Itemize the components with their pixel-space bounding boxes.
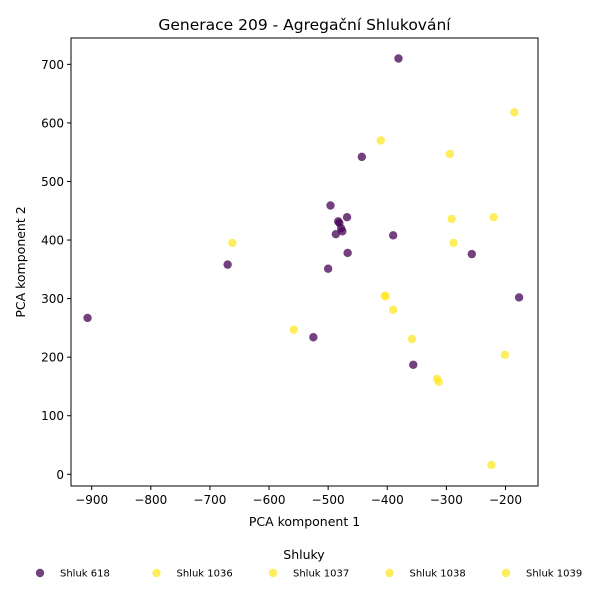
data-point <box>434 377 443 386</box>
data-point <box>289 325 299 334</box>
data-point <box>331 229 341 239</box>
data-point <box>445 149 455 159</box>
data-point <box>487 460 496 470</box>
data-point <box>343 248 352 258</box>
data-point <box>223 260 232 269</box>
y-axis-title: PCA komponent 2 <box>13 206 28 317</box>
y-tick-label: 700 <box>41 58 64 72</box>
legend-label: Shluk 1036 <box>177 569 233 580</box>
data-point <box>228 238 237 248</box>
legend-marker <box>35 568 45 578</box>
data-point <box>447 214 456 224</box>
data-point <box>309 333 318 342</box>
legend-title: Shluky <box>283 547 325 562</box>
data-point <box>489 213 498 222</box>
legend-marker <box>268 568 278 578</box>
x-tick-label: −500 <box>312 493 345 507</box>
x-axis-title: PCA komponent 1 <box>249 514 360 529</box>
data-point <box>514 293 524 302</box>
data-point <box>376 136 385 145</box>
data-point <box>388 231 398 240</box>
data-point <box>394 54 403 63</box>
y-tick-label: 600 <box>41 116 64 130</box>
data-point <box>357 152 367 162</box>
data-point <box>83 313 92 323</box>
data-point <box>467 249 476 259</box>
data-point <box>323 264 333 273</box>
legend-label: Shluk 1038 <box>410 569 466 580</box>
data-point <box>500 350 510 360</box>
y-tick-label: 500 <box>41 175 64 189</box>
legend-marker <box>385 568 394 578</box>
x-axis: −900 −800 −700 −600 −500 −400 −300 −200 <box>75 486 522 507</box>
y-tick-label: 0 <box>56 468 64 482</box>
legend: Shluk 618 Shluk 1036 Shluk 1037 Shluk 1038 S… <box>35 568 582 580</box>
data-point <box>381 292 390 301</box>
legend-marker <box>152 568 161 578</box>
data-point <box>510 108 519 117</box>
data-point <box>338 227 347 236</box>
data-point <box>449 238 458 248</box>
legend-label: Shluk 618 <box>60 569 110 580</box>
x-tick-label: −400 <box>371 493 404 507</box>
x-tick-label: −200 <box>489 493 522 507</box>
y-axis: 0 100 200 300 400 500 600 700 <box>41 58 71 482</box>
plot-frame <box>70 37 539 487</box>
legend-label: Shluk 1037 <box>293 569 349 580</box>
data-point <box>342 213 352 222</box>
x-tick-label: −600 <box>253 493 286 507</box>
data-point <box>326 201 335 210</box>
chart-title: Generace 209 - Agregační Shlukování <box>158 16 451 34</box>
legend-label: Shluk 1039 <box>526 569 582 580</box>
data-point <box>407 334 417 344</box>
data-point <box>388 305 398 314</box>
legend-marker <box>501 568 511 578</box>
y-tick-label: 400 <box>41 234 64 248</box>
y-tick-label: 300 <box>41 292 64 306</box>
x-tick-label: −800 <box>134 493 167 507</box>
x-tick-label: −900 <box>75 493 108 507</box>
x-tick-label: −700 <box>193 493 226 507</box>
y-tick-label: 200 <box>41 351 64 365</box>
plot-points <box>83 54 524 470</box>
x-tick-label: −300 <box>430 493 463 507</box>
y-tick-label: 100 <box>41 409 64 423</box>
data-point <box>409 360 418 369</box>
